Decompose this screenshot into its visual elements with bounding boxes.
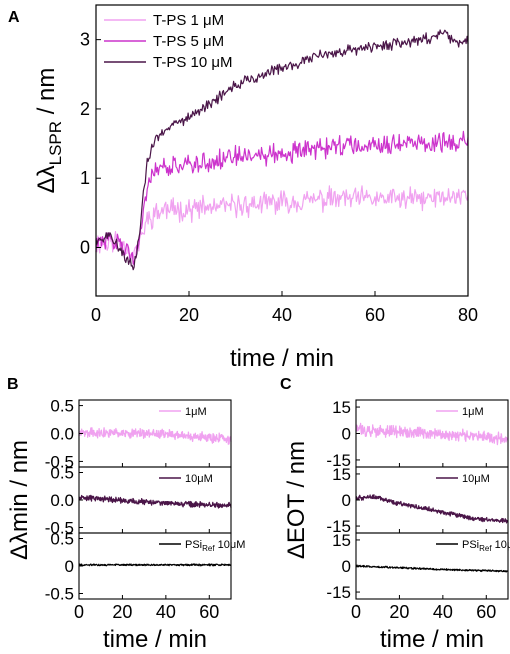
- subplot-3-legend-label: PSiRef 10μM: [462, 539, 510, 553]
- y-tick-label: 0.5: [50, 464, 74, 483]
- subplot-1-line: [78, 427, 232, 445]
- subplot-3-line: [78, 563, 232, 567]
- y-tick-label: 0: [342, 425, 351, 444]
- subplot-2-legend-label: 10μM: [185, 473, 213, 485]
- x-tick-label: 80: [458, 305, 478, 325]
- legend-label-3: T-PS 10 μM: [153, 54, 233, 71]
- series-line-3: [95, 29, 469, 271]
- legend-label-1: T-PS 1 μM: [153, 12, 224, 29]
- x-axis-label: time / min: [230, 345, 334, 372]
- x-axis-label: time / min: [103, 626, 207, 653]
- y-tick-label: -0.5: [45, 585, 74, 604]
- series-line-1: [95, 185, 469, 261]
- legend-label-2: T-PS 5 μM: [153, 33, 224, 50]
- y-tick-label: 0.0: [50, 425, 74, 444]
- panel-label: A: [8, 9, 20, 26]
- x-tick-label: 0: [74, 602, 84, 622]
- legend-label-main: PSi: [185, 539, 202, 551]
- x-tick-label: 0: [351, 602, 361, 622]
- y-tick-label: 0.5: [50, 397, 74, 416]
- y-tick-label: 2: [80, 99, 90, 119]
- subplot-2-line: [355, 494, 509, 524]
- y-tick-label: -0.5: [45, 519, 74, 538]
- y-tick-label: -15: [326, 583, 351, 602]
- x-tick-label: 60: [199, 602, 219, 622]
- y-tick-label: -15: [326, 451, 351, 470]
- y-tick-label: -0.5: [45, 452, 74, 471]
- x-tick-label: 20: [179, 305, 199, 325]
- legend-label-tail: 10μM: [492, 539, 510, 551]
- chart-panel-b: B0.50.0-0.51μM0.50.0-0.510μM0.50-0.5PSiR…: [6, 376, 245, 653]
- x-axis-label: time / min: [380, 626, 484, 653]
- subplot-2-legend-label: 10μM: [462, 473, 490, 485]
- y-tick-label: 0.5: [50, 530, 74, 549]
- legend-label-sub: Ref: [202, 544, 215, 553]
- subplot-1-legend-label: 1μM: [185, 406, 207, 418]
- series-line-2: [95, 130, 469, 265]
- subplot-3-frame: [78, 532, 232, 600]
- panel-label: B: [7, 376, 19, 393]
- y-tick-label: 0: [342, 557, 351, 576]
- panel-label: C: [280, 376, 292, 393]
- y-tick-label: 0.0: [50, 491, 74, 510]
- subplot-2-line: [78, 494, 232, 509]
- chart-panel-a: A 0 20 40 60 80 0 1 2 3 time / min ΔλLSPR / nm T-PS …: [8, 4, 478, 372]
- subplot-1-legend-label: 1μM: [462, 406, 484, 418]
- y-axis-label: Δλmin / nm: [6, 440, 33, 560]
- x-tick-label: 0: [91, 305, 101, 325]
- x-tick-label: 20: [389, 602, 409, 622]
- y-tick-label: 0: [65, 557, 74, 576]
- x-tick-label: 60: [365, 305, 385, 325]
- y-tick-label: 1: [80, 168, 90, 188]
- y-tick-label: 15: [332, 531, 351, 550]
- legend-label-main: 1μM: [462, 406, 484, 418]
- x-tick-label: 40: [433, 602, 453, 622]
- legend-label-main: 10μM: [185, 473, 213, 485]
- y-tick-label: 15: [332, 398, 351, 417]
- legend-label-main: 1μM: [185, 406, 207, 418]
- subplot-3-legend-label: PSiRef 10μM: [185, 539, 245, 553]
- y-axis-label: ΔλLSPR / nm: [33, 68, 65, 194]
- y-tick-label: 15: [332, 465, 351, 484]
- legend-label-main: PSi: [462, 539, 479, 551]
- x-tick-label: 40: [156, 602, 176, 622]
- y-tick-label: 3: [80, 30, 90, 50]
- y-tick-label: 0: [342, 491, 351, 510]
- y-tick-label: 0: [80, 238, 90, 258]
- y-axis-label-unit: / nm: [33, 68, 60, 121]
- legend-label-main: 10μM: [462, 473, 490, 485]
- subplot-1-line: [355, 422, 509, 446]
- subplot-3-line: [355, 564, 509, 573]
- legend-label-tail: 10μM: [215, 539, 246, 551]
- y-tick-label: -15: [326, 517, 351, 536]
- x-tick-label: 40: [272, 305, 292, 325]
- y-axis-label-sub: LSPR: [46, 121, 65, 165]
- legend-label-sub: Ref: [479, 544, 492, 553]
- x-tick-label: 60: [476, 602, 496, 622]
- y-axis-label-main: Δλ: [33, 165, 60, 193]
- y-axis-label: ΔEOT / nm: [283, 441, 310, 559]
- x-tick-label: 20: [112, 602, 132, 622]
